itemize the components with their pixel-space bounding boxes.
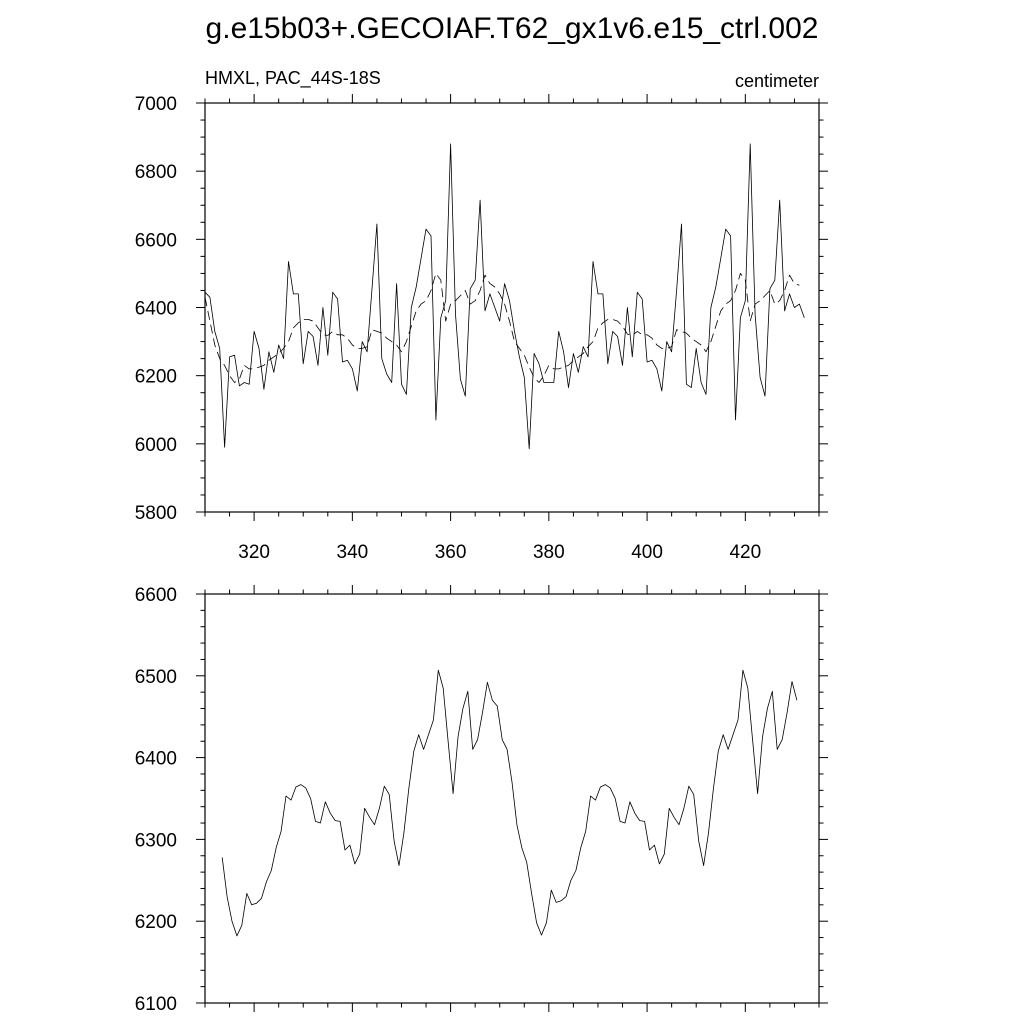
- smoothed-series-line: [204, 272, 800, 383]
- bottom-panel: 6100 6200 6300 6400 6500 6600: [135, 585, 828, 1015]
- y-tick-label: 6200: [135, 912, 177, 933]
- unit-label: centimeter: [735, 71, 819, 91]
- y-tick-label: 6300: [135, 830, 177, 851]
- y-tick-label: 6600: [135, 230, 177, 251]
- series-line: [221, 669, 798, 937]
- series-line: [204, 143, 805, 450]
- y-tick-label: 6400: [135, 749, 177, 770]
- plot-frame: [204, 593, 820, 1004]
- x-tick-label: 420: [729, 542, 761, 563]
- top-panel: 5800 6000 6200 6400 6600 6800 7000 320 340 360 380…: [135, 68, 828, 563]
- y-tick-label: 6400: [135, 299, 177, 320]
- y-tick-label: 6600: [135, 585, 177, 606]
- y-tick-label: 6200: [135, 367, 177, 388]
- x-tick-label: 320: [238, 542, 270, 563]
- plot-frame: [204, 102, 820, 513]
- y-tick-label: 7000: [135, 94, 177, 115]
- series-label: HMXL, PAC_44S-18S: [205, 68, 381, 89]
- x-tick-label: 340: [337, 542, 369, 563]
- y-tick-label: 5800: [135, 503, 177, 524]
- y-tick-label: 6500: [135, 667, 177, 688]
- figure-title: g.e15b03+.GECOIAF.T62_gx1v6.e15_ctrl.002: [206, 12, 819, 45]
- y-tick-label: 6800: [135, 162, 177, 183]
- x-tick-label: 360: [435, 542, 467, 563]
- y-tick-label: 6000: [135, 435, 177, 456]
- x-tick-label: 380: [533, 542, 565, 563]
- y-tick-label: 6100: [135, 994, 177, 1015]
- x-tick-label: 400: [631, 542, 663, 563]
